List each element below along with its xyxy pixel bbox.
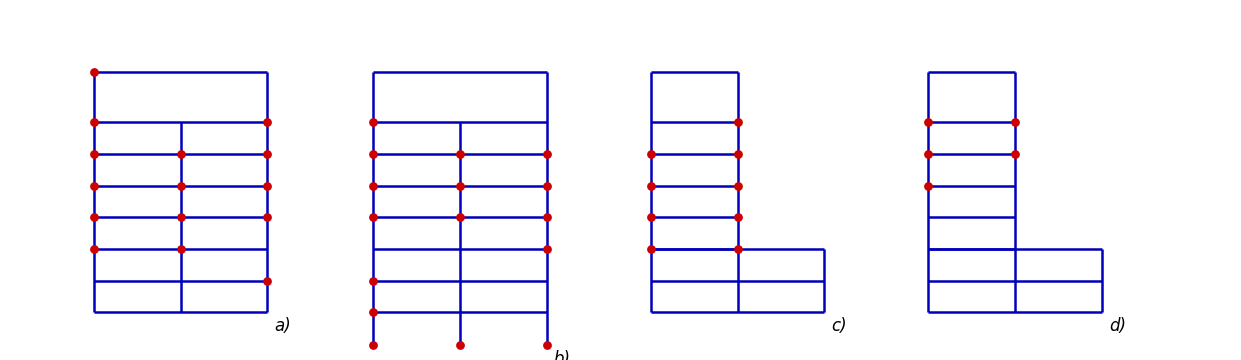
Point xyxy=(84,183,104,189)
Point xyxy=(1005,151,1025,157)
Point xyxy=(258,183,278,189)
Point xyxy=(640,246,660,252)
Point xyxy=(640,151,660,157)
Point xyxy=(258,278,278,284)
Text: c): c) xyxy=(831,317,846,335)
Point xyxy=(364,151,383,157)
Point xyxy=(537,183,557,189)
Point xyxy=(1005,120,1025,125)
Point xyxy=(84,215,104,220)
Point xyxy=(364,183,383,189)
Point xyxy=(171,215,191,220)
Text: b): b) xyxy=(553,350,571,360)
Text: d): d) xyxy=(1109,317,1126,335)
Point xyxy=(640,215,660,220)
Point xyxy=(171,246,191,252)
Point xyxy=(727,183,747,189)
Point xyxy=(364,278,383,284)
Point xyxy=(171,183,191,189)
Point xyxy=(727,215,747,220)
Point xyxy=(450,151,470,157)
Point xyxy=(537,342,557,348)
Point xyxy=(84,69,104,75)
Point xyxy=(450,342,470,348)
Point xyxy=(364,342,383,348)
Point xyxy=(918,120,938,125)
Point xyxy=(640,183,660,189)
Point xyxy=(258,120,278,125)
Point xyxy=(918,183,938,189)
Point xyxy=(537,215,557,220)
Point xyxy=(727,151,747,157)
Point xyxy=(918,151,938,157)
Point xyxy=(537,151,557,157)
Point xyxy=(450,183,470,189)
Point xyxy=(364,309,383,315)
Point xyxy=(364,215,383,220)
Point xyxy=(450,215,470,220)
Point xyxy=(84,246,104,252)
Point xyxy=(84,151,104,157)
Point xyxy=(727,120,747,125)
Point xyxy=(364,120,383,125)
Text: a): a) xyxy=(274,317,292,335)
Point xyxy=(258,215,278,220)
Point xyxy=(84,120,104,125)
Point xyxy=(171,151,191,157)
Point xyxy=(537,246,557,252)
Point xyxy=(258,151,278,157)
Point xyxy=(727,246,747,252)
